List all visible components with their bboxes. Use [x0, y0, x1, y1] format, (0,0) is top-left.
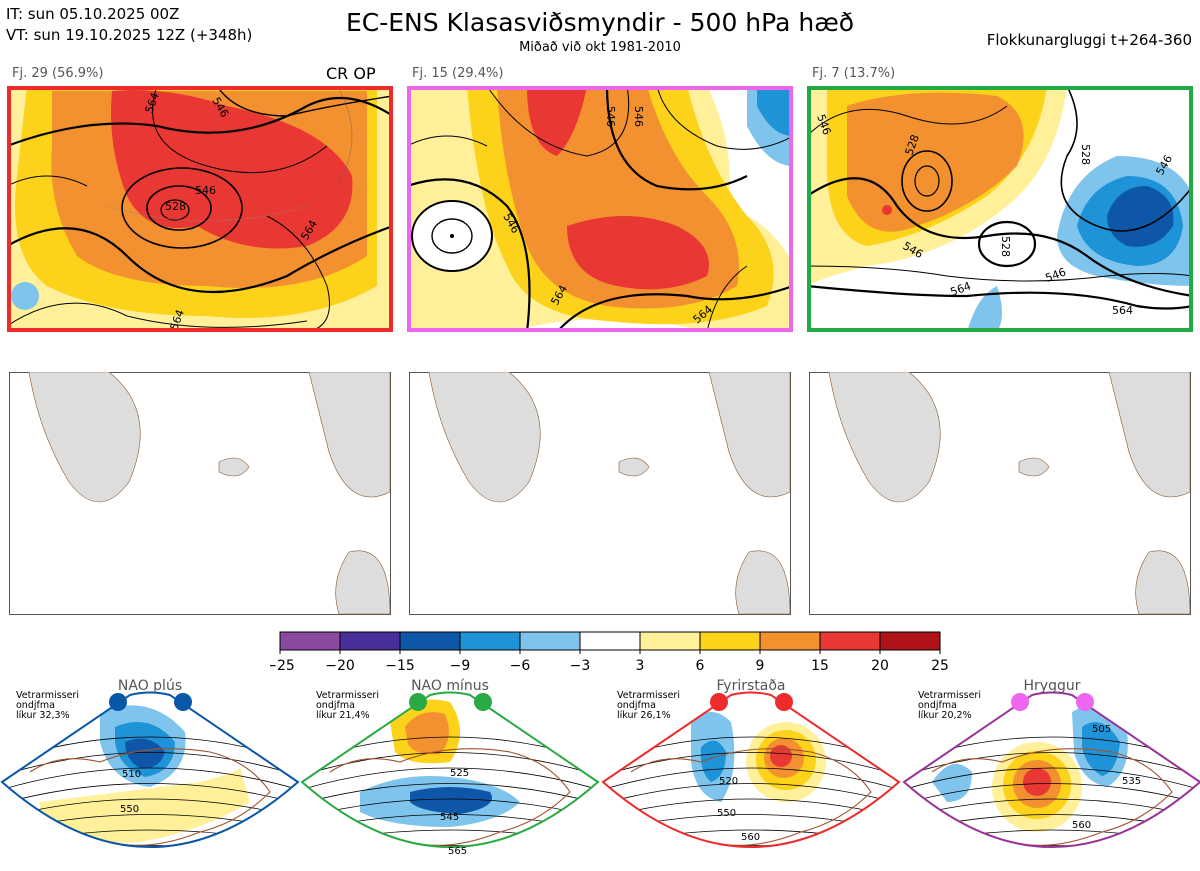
contour-label: 546	[604, 106, 617, 127]
contour-label: 528	[1079, 144, 1092, 165]
regime-title: NAO mínus	[411, 678, 489, 694]
colorbar-tick-label: 6	[696, 658, 705, 674]
regime-border	[0, 691, 300, 848]
contour-label: 564	[1112, 304, 1133, 317]
regime-note: Vetrarmisseri	[918, 690, 981, 701]
colorbar-cell	[399, 631, 461, 651]
regime-contour-label: 550	[717, 808, 736, 819]
regime-contour-label: 560	[1072, 820, 1091, 831]
cluster-1-label: Fj. 29 (56.9%)	[12, 66, 104, 81]
regime-dot	[775, 693, 793, 711]
valid-time: VT: sun 19.10.2025 12Z (+348h)	[6, 26, 253, 44]
colorbar-tick-label: −20	[325, 658, 355, 674]
regime-contour-label: 520	[719, 776, 738, 787]
regime-note: Vetrarmisseri	[617, 690, 680, 701]
regime-note: líkur 20,2%	[918, 710, 972, 721]
page-title: EC-ENS Klasasviðsmyndir - 500 hPa hæð	[345, 8, 855, 37]
regime-contour-label: 550	[120, 804, 139, 815]
contour-label: 528	[999, 236, 1012, 257]
colorbar-cell	[279, 631, 341, 651]
cluster-3-map: 546 528 528 546 564 546 546 564 528	[807, 86, 1193, 332]
colorbar-tick-label: 25	[931, 658, 949, 674]
cluster-1-badge: CR OP	[326, 64, 376, 83]
colorbar-cell	[639, 631, 701, 651]
header-info: IT: sun 05.10.2025 00Z VT: sun 19.10.202…	[6, 4, 252, 46]
init-time: IT: sun 05.10.2025 00Z	[6, 5, 180, 23]
regime-dot	[109, 693, 127, 711]
colorbar-tick-label: 15	[811, 658, 829, 674]
regime-contour-label: 525	[450, 768, 469, 779]
regime-note: líkur 21,4%	[316, 710, 370, 721]
colorbar-tick-label: −3	[570, 658, 591, 674]
cluster-1-map: 564 546 528 546 564 564	[7, 86, 393, 332]
regime-contour-label: 505	[1092, 724, 1111, 735]
regime-contour-label: 560	[741, 832, 760, 843]
regime-dot	[409, 693, 427, 711]
regime-title: Hryggur	[1024, 678, 1081, 694]
empty-map-1	[9, 372, 391, 615]
regime-contour-label: 565	[448, 846, 467, 857]
regime-dot	[1011, 693, 1029, 711]
regime-border	[601, 691, 901, 848]
regime-dot	[474, 693, 492, 711]
regime-note: ondjfma	[16, 700, 55, 711]
cluster-2-map: 546 546 546 564 564	[407, 86, 793, 332]
colorbar-tick-label: −25	[270, 658, 295, 674]
regime-contour-label: 535	[1122, 776, 1141, 787]
colorbar-cell	[579, 631, 641, 651]
colorbar-cell	[339, 631, 401, 651]
colorbar-cell	[699, 631, 761, 651]
contour-label: 546	[632, 106, 645, 127]
colorbar-tick-label: −6	[510, 658, 531, 674]
regime-note: Vetrarmisseri	[16, 690, 79, 701]
classification-window: Flokkunargluggi t+264-360	[986, 31, 1192, 49]
regime-border	[902, 691, 1200, 848]
regime-contour-label: 510	[122, 769, 141, 780]
regime-note: ondjfma	[617, 700, 656, 711]
cluster-3-label: Fj. 7 (13.7%)	[812, 66, 896, 81]
empty-map-3	[809, 372, 1191, 615]
colorbar-tick-label: 9	[756, 658, 765, 674]
cluster-1-border	[7, 86, 393, 332]
colorbar-tick-label: 3	[636, 658, 645, 674]
colorbar-cell	[459, 631, 521, 651]
colorbar-tick-label: −15	[385, 658, 415, 674]
regime-title: Fyrirstaða	[717, 678, 786, 694]
regime-note: ondjfma	[316, 700, 355, 711]
empty-map-2	[409, 372, 791, 615]
contour-label: 528	[165, 200, 186, 213]
colorbar-cell	[519, 631, 581, 651]
colorbar-tick-label: −9	[450, 658, 471, 674]
cluster-3-border	[807, 86, 1193, 332]
colorbar-cell	[819, 631, 881, 651]
regime-title: NAO plús	[118, 678, 182, 694]
regime-note: líkur 26,1%	[617, 710, 671, 721]
colorbar-cell	[879, 631, 941, 651]
regime-dot	[174, 693, 192, 711]
regime-note: ondjfma	[918, 700, 957, 711]
regime-dot	[710, 693, 728, 711]
regime-note: líkur 32,3%	[16, 710, 70, 721]
contour-label: 546	[195, 184, 216, 197]
regime-contour-label: 545	[440, 812, 459, 823]
colorbar-tick-label: 20	[871, 658, 889, 674]
page-subtitle: Miðað við okt 1981-2010	[519, 40, 681, 55]
cluster-2-label: Fj. 15 (29.4%)	[412, 66, 504, 81]
regime-note: Vetrarmisseri	[316, 690, 379, 701]
regime-dot	[1076, 693, 1094, 711]
regime-border	[300, 691, 600, 848]
colorbar: −25 −20 −15 −9 −6 −3 3 6 9 15 20 25	[270, 631, 949, 674]
cluster-2-border	[407, 86, 793, 332]
colorbar-cell	[759, 631, 821, 651]
